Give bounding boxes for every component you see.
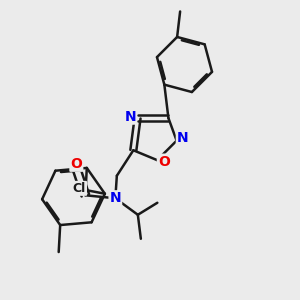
Text: N: N [177,131,188,145]
Text: O: O [158,154,170,169]
Text: O: O [70,157,82,171]
Text: N: N [124,110,136,124]
Text: Cl: Cl [73,182,86,195]
Text: N: N [110,191,121,205]
